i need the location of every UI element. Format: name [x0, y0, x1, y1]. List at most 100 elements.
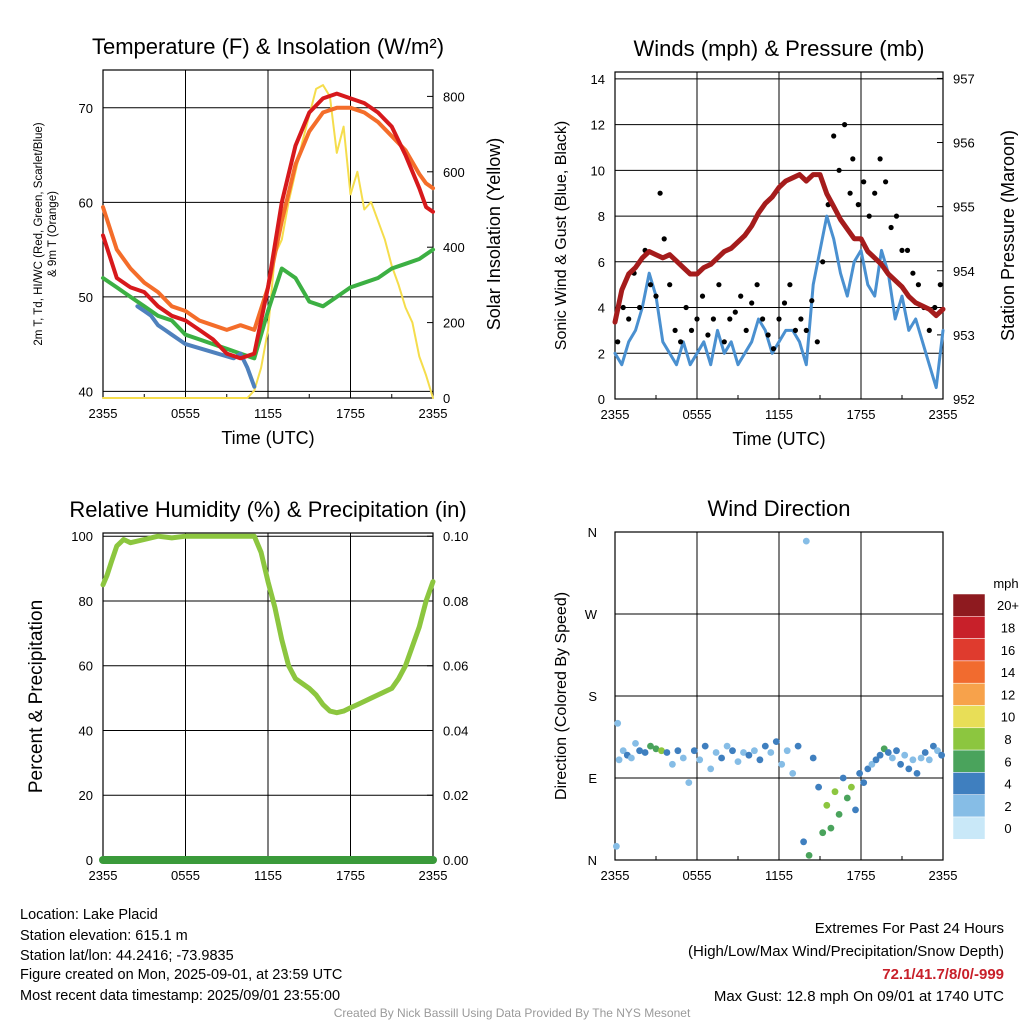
- wind-direction-point: [772, 738, 780, 745]
- plot-title: Relative Humidity (%) & Precipitation (i…: [69, 497, 466, 522]
- y-tick-label: 0: [86, 853, 93, 868]
- wind-direction-point: [756, 756, 764, 764]
- legend-swatch: [952, 705, 986, 729]
- wind-direction-point: [872, 756, 880, 764]
- wind-direction-point: [767, 749, 775, 756]
- gust-point: [694, 316, 700, 322]
- gust-point: [883, 179, 889, 185]
- max-gust-text: Max Gust: 12.8 mph On 09/01 at 1740 UTC: [713, 988, 1004, 1005]
- wind-direction-point: [856, 770, 863, 777]
- wind-direction-point: [938, 751, 945, 759]
- gust-point: [847, 190, 853, 196]
- y2-tick-label: 956: [953, 136, 975, 151]
- gust-point: [667, 282, 673, 288]
- wind-direction-point: [802, 537, 810, 545]
- wind-direction-point: [823, 801, 831, 809]
- legend-label: 4: [1004, 777, 1011, 792]
- plot-title: Winds (mph) & Pressure (mb): [634, 36, 925, 61]
- legend-label: 12: [1001, 687, 1015, 702]
- x-tick-label: 2355: [601, 868, 630, 883]
- gust-point: [877, 156, 883, 162]
- x-tick-label: 2355: [89, 868, 118, 883]
- gust-point: [893, 213, 900, 219]
- created-text: Figure created on Mon, 2025-09-01, at 23…: [20, 967, 343, 983]
- x-tick-label: 0555: [171, 406, 200, 421]
- recent-data-text: Most recent data timestamp: 2025/09/01 2…: [20, 988, 341, 1004]
- y-tick-label: 40: [79, 384, 93, 399]
- wind-direction-point: [913, 770, 921, 777]
- y2-tick-label: 0.02: [443, 788, 468, 803]
- extremes-title: Extremes For Past 24 Hours: [814, 920, 1004, 937]
- y-tick-label: 60: [79, 659, 93, 674]
- legend-label: 6: [1004, 754, 1011, 769]
- legend-label: 2: [1004, 799, 1011, 814]
- gust-point: [776, 316, 782, 322]
- wind-direction-point: [909, 756, 917, 764]
- wind-direction-point: [723, 742, 731, 750]
- legend-swatch: [952, 660, 986, 684]
- x-tick-label: 2355: [89, 406, 118, 421]
- legend-label: 10: [1001, 710, 1015, 725]
- gust-point: [760, 316, 766, 322]
- gust-point: [792, 327, 799, 333]
- gust-point: [615, 339, 621, 345]
- gust-point: [836, 167, 842, 173]
- gust-point: [803, 327, 809, 333]
- wind-direction-point: [905, 765, 913, 773]
- gust-point: [932, 304, 938, 311]
- wind-direction-point: [827, 824, 835, 832]
- insolation-line: [102, 84, 434, 399]
- x-tick-label: 1155: [254, 406, 282, 421]
- x-tick-label: 1755: [847, 868, 876, 883]
- y-axis-title: Direction (Colored By Speed): [553, 592, 570, 800]
- wind-direction-point: [852, 806, 859, 814]
- elevation-text: Station elevation: 615.1 m: [20, 928, 188, 944]
- temperature-2m-line: [101, 91, 435, 361]
- y-axis-title: & 9m T (Orange): [47, 191, 59, 277]
- gust-point: [861, 179, 867, 185]
- gust-point: [683, 304, 689, 311]
- gust-point: [710, 316, 717, 322]
- gust-point: [798, 316, 804, 322]
- wind-direction-point: [729, 747, 736, 755]
- x-tick-label: 2355: [929, 407, 958, 422]
- wind-direction-point: [740, 749, 747, 756]
- gust-point: [787, 282, 793, 288]
- wind-direction-point: [901, 751, 909, 759]
- gust-point: [765, 332, 771, 338]
- extremes-subtitle: (High/Low/Max Wind/Precipitation/Snow De…: [688, 943, 1004, 960]
- y-tick-label: 12: [591, 118, 605, 133]
- gust-point: [899, 247, 905, 253]
- y-tick-label: 100: [71, 529, 93, 544]
- x-tick-label: 2355: [419, 868, 448, 883]
- extremes-values: 72.1/41.7/8/0/-999: [882, 966, 1004, 983]
- wind-direction-point: [893, 747, 900, 755]
- y2-tick-label: 957: [953, 71, 975, 86]
- y-tick-label: 6: [598, 255, 605, 270]
- x-tick-label: 1155: [765, 868, 793, 883]
- gust-point: [904, 247, 911, 253]
- gust-point: [653, 293, 659, 299]
- legend-swatch: [952, 816, 986, 840]
- y-tick-label: 50: [79, 290, 93, 305]
- legend-swatch: [952, 616, 986, 639]
- wind-direction-point: [647, 742, 654, 750]
- gust-point: [866, 213, 872, 219]
- wind-direction-point: [707, 765, 715, 773]
- y-tick-label: 2: [598, 346, 605, 361]
- wind-direction-point: [843, 794, 851, 802]
- y2-tick-label: 0.04: [443, 723, 468, 738]
- y-axis-title: Sonic Wind & Gust (Blue, Black): [553, 121, 570, 350]
- station-pressure-line: [612, 172, 946, 325]
- gust-point: [781, 300, 788, 306]
- wind-direction-point: [745, 751, 753, 759]
- legend-swatch: [952, 727, 986, 751]
- wind-direction-point: [761, 742, 769, 750]
- y-tick-label: 70: [79, 101, 93, 116]
- dewpoint-line: [101, 247, 435, 361]
- gust-point: [888, 224, 894, 231]
- wind-direction-point: [615, 756, 623, 764]
- legend-swatch: [952, 682, 986, 706]
- x-tick-label: 0555: [683, 407, 712, 422]
